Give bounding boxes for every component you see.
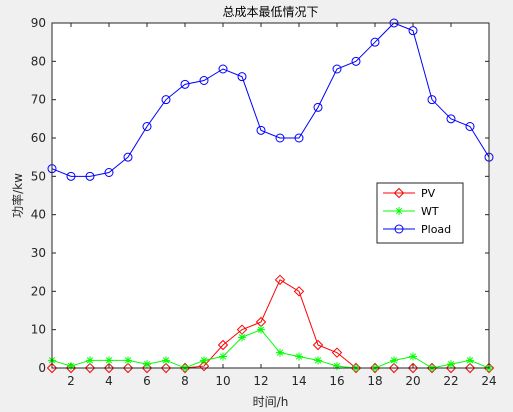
data-point-pload (218, 64, 228, 74)
chart-title: 总成本最低情况下 (222, 5, 318, 19)
data-point-pload (199, 76, 209, 85)
legend-marker-pload (394, 224, 404, 234)
y-tick-label: 20 (31, 284, 46, 298)
data-point-wt (333, 362, 341, 371)
data-point-wt (447, 360, 455, 369)
x-tick-label: 16 (329, 374, 344, 388)
data-point-pload (294, 133, 304, 143)
x-tick-label: 22 (443, 374, 458, 388)
data-point-pv (198, 360, 210, 372)
data-point-pv (122, 362, 134, 374)
legend-marker-pv (393, 187, 405, 199)
data-point-pload (85, 171, 95, 181)
data-point-pload (370, 37, 380, 47)
y-tick-label: 70 (31, 93, 46, 107)
data-point-pload (161, 95, 171, 105)
x-tick-label: 14 (291, 374, 306, 388)
data-point-wt (162, 356, 170, 365)
data-point-wt (219, 352, 227, 361)
data-point-wt (314, 356, 322, 365)
data-point-pv (103, 362, 115, 374)
data-point-wt (238, 333, 246, 342)
x-tick-label: 12 (253, 374, 268, 388)
legend-label-pload: Pload (421, 223, 451, 236)
legend-label-wt: WT (421, 205, 439, 218)
x-tick-label: 6 (143, 374, 151, 388)
data-point-pload (408, 26, 418, 36)
data-point-pload (313, 102, 323, 112)
legend-item-pv: PV (383, 187, 436, 200)
y-tick-label: 60 (31, 131, 46, 145)
y-tick-label: 40 (31, 208, 46, 222)
x-tick-label: 8 (181, 374, 189, 388)
data-point-pload (66, 171, 76, 181)
data-point-wt (105, 356, 113, 365)
y-tick-label: 10 (31, 323, 46, 337)
data-point-pv (331, 347, 343, 358)
legend-item-wt: WT (383, 205, 439, 218)
y-tick-label: 80 (31, 54, 46, 68)
data-point-wt (466, 356, 474, 365)
data-point-pv (312, 339, 324, 351)
data-point-pv (407, 362, 419, 374)
data-point-wt (200, 356, 208, 365)
x-tick-label: 24 (481, 374, 496, 388)
data-point-pv (274, 274, 286, 286)
data-point-pload (446, 114, 456, 124)
data-point-wt (390, 356, 398, 365)
data-point-pload (180, 79, 190, 89)
data-point-pv (464, 362, 476, 374)
data-point-pv (84, 362, 96, 374)
data-point-wt (409, 352, 417, 361)
data-point-wt (295, 352, 303, 361)
legend: PV WT Pload (376, 182, 464, 244)
y-tick-label: 30 (31, 246, 46, 260)
legend-label-pv: PV (421, 187, 436, 200)
data-point-wt (143, 360, 151, 369)
legend-item-pload: Pload (383, 223, 451, 236)
data-point-pv (46, 362, 58, 374)
data-point-wt (257, 325, 265, 334)
plot-frame (51, 22, 490, 369)
y-axis-label: 功率/kw (10, 173, 25, 218)
legend-marker-wt (395, 207, 403, 215)
data-point-pload (465, 122, 475, 131)
data-point-wt (86, 356, 94, 365)
x-tick-label: 10 (215, 374, 230, 388)
data-point-pload (427, 95, 437, 105)
data-point-pload (275, 133, 285, 143)
data-point-pload (237, 72, 247, 82)
x-tick-label: 20 (405, 374, 420, 388)
data-point-pload (142, 122, 152, 131)
data-point-pload (332, 64, 342, 74)
x-tick-label: 4 (105, 374, 113, 388)
data-point-pload (351, 56, 361, 66)
data-point-wt (276, 348, 284, 357)
y-tick-label: 50 (31, 169, 46, 183)
y-tick-label: 90 (31, 16, 46, 30)
x-tick-label: 18 (367, 374, 382, 388)
data-point-wt (124, 356, 132, 365)
data-point-pv (293, 286, 305, 297)
data-point-pv (217, 339, 229, 351)
data-point-pv (350, 362, 362, 374)
x-axis-label: 时间/h (253, 395, 289, 409)
data-point-pload (123, 152, 133, 162)
y-tick-label: 0 (38, 361, 46, 375)
data-point-pload (104, 168, 114, 177)
data-point-pv (160, 362, 172, 374)
data-point-wt (67, 362, 75, 371)
x-tick-label: 2 (67, 374, 75, 388)
data-point-pload (256, 125, 266, 135)
data-point-pv (388, 362, 400, 374)
